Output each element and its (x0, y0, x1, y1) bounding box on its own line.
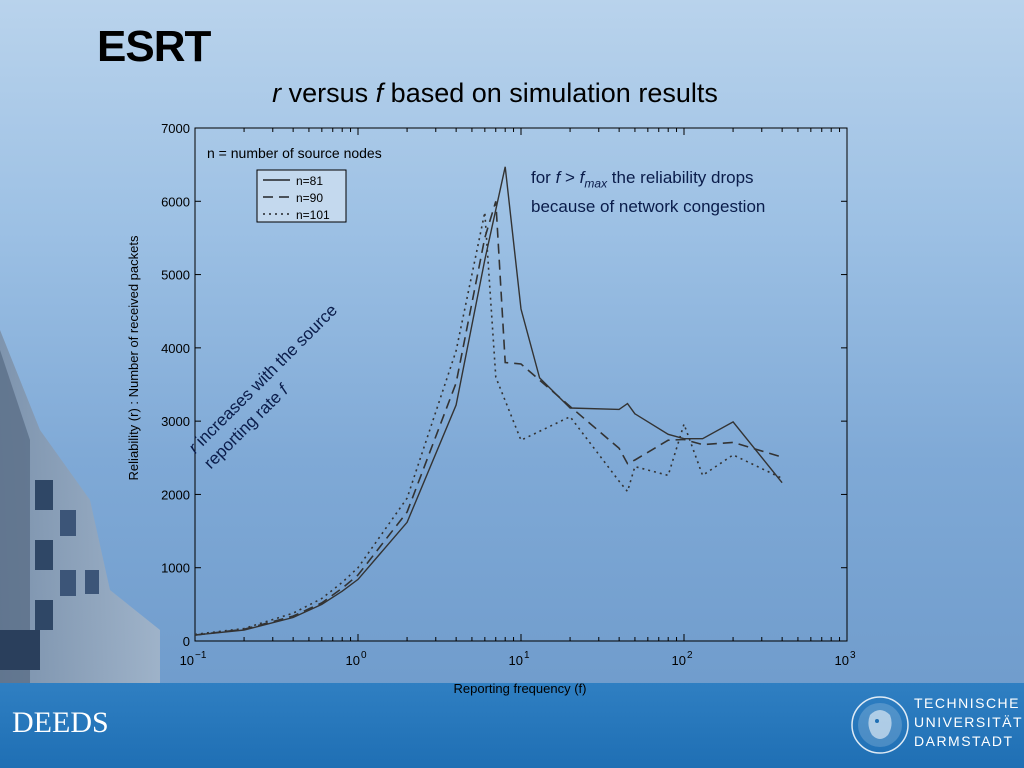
tu-line-3: DARMSTADT (914, 733, 1014, 749)
legend-label: n=90 (296, 191, 323, 205)
y-tick-label: 3000 (161, 414, 190, 429)
subtitle-r: r (272, 78, 282, 108)
tu-line-2: UNIVERSITÄT (914, 714, 1024, 730)
x-tick-exponent: −1 (195, 650, 207, 661)
series-line-n101 (194, 212, 783, 636)
tu-line-1: TECHNISCHE (914, 695, 1021, 711)
x-tick-label: 100 (345, 650, 366, 668)
x-tick-exponent: 1 (524, 650, 530, 661)
y-tick-label: 4000 (161, 341, 190, 356)
series-line-n90 (194, 201, 783, 636)
nodes-note: n = number of source nodes (207, 145, 382, 161)
legend-box (256, 169, 347, 223)
x-tick-label: 102 (671, 650, 692, 668)
tu-darmstadt-seal-logo (851, 696, 909, 754)
congestion-annotation: for f > fmax the reliability drops becau… (531, 166, 781, 218)
x-axis-label: Reporting frequency (f) (453, 681, 587, 696)
x-tick-exponent: 0 (361, 650, 367, 661)
x-tick-label: 10−1 (180, 650, 207, 668)
ann-f: f (555, 168, 561, 187)
legend-label: n=81 (296, 174, 323, 188)
ann-rest: the reliability drops because of network… (531, 168, 766, 217)
ann-gt: > (560, 168, 580, 187)
footer-bar (0, 683, 1024, 768)
ann-fmax-f: f (579, 168, 585, 187)
subtitle-rest: based on simulation results (383, 78, 718, 108)
y-tick-label: 5000 (161, 268, 190, 283)
tu-darmstadt-wordmark: TECHNISCHE UNIVERSITÄT DARMSTADT (914, 694, 1023, 751)
y-tick-label: 2000 (161, 487, 190, 502)
subtitle-f: f (375, 78, 384, 108)
deeds-label: DEEDS (12, 706, 109, 739)
y-tick-label: 1000 (161, 561, 190, 576)
x-tick-label: 103 (834, 650, 855, 668)
y-tick-label: 6000 (161, 194, 190, 209)
ann-fmax-sub: max (584, 176, 608, 191)
subtitle-mid: versus (281, 78, 376, 108)
series-line-n81 (194, 166, 783, 636)
ann-for: for (531, 168, 556, 187)
legend-label: n=101 (296, 208, 330, 222)
y-axis-label: Reliability (r) : Number of received pac… (126, 235, 141, 480)
slide-subtitle: r versus f based on simulation results (0, 78, 990, 109)
x-tick-exponent: 2 (687, 650, 693, 661)
y-tick-label: 0 (183, 634, 190, 649)
y-tick-label: 7000 (161, 121, 190, 136)
x-tick-label: 101 (508, 650, 529, 668)
x-tick-exponent: 3 (850, 650, 856, 661)
building-photo (0, 330, 160, 690)
slide-title: ESRT (97, 22, 211, 71)
